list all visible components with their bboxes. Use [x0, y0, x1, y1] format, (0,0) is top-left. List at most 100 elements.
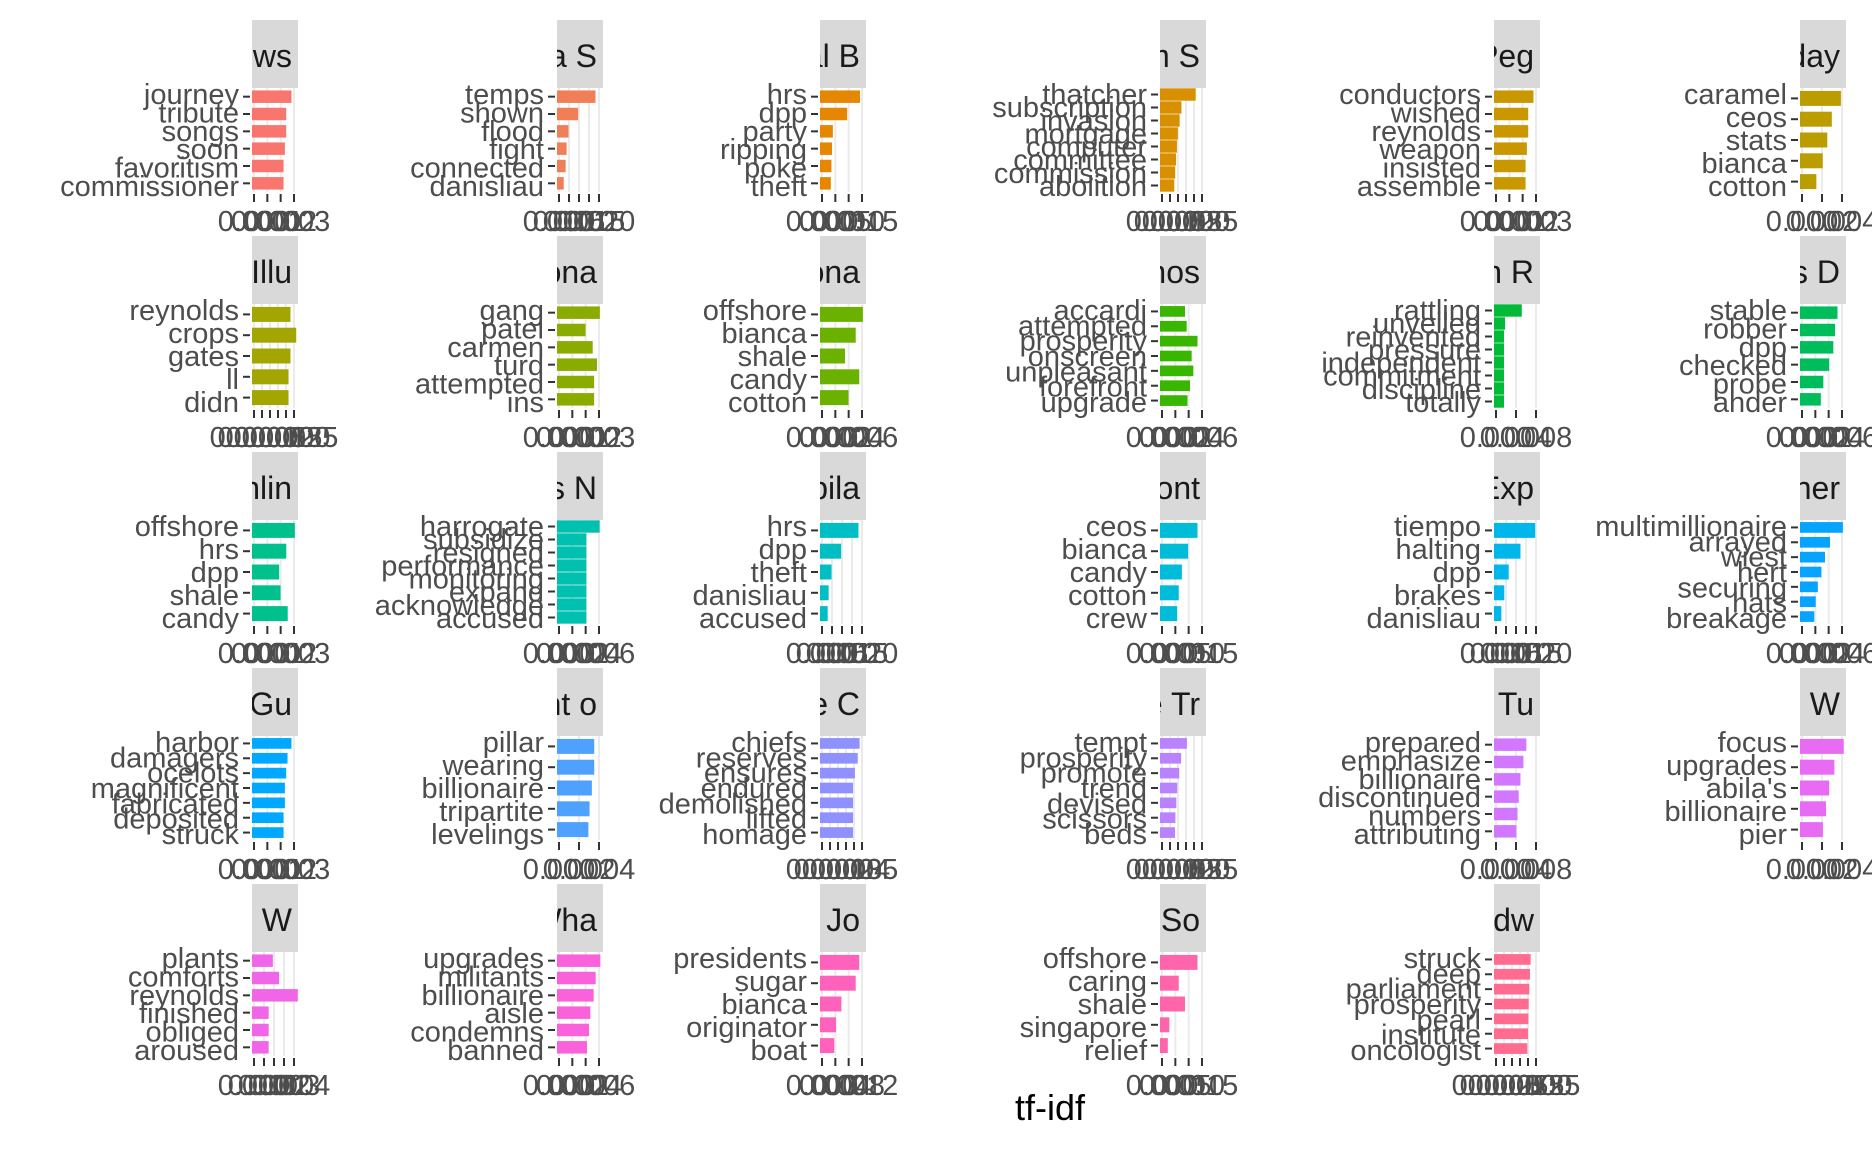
bar: [557, 306, 600, 319]
x-tick-label: 0.004: [818, 854, 891, 886]
x-tick-label: 0.004: [1480, 854, 1553, 886]
bar: [820, 369, 860, 385]
word-label: ocelots: [147, 758, 239, 790]
facet-strip-label: bila: [810, 470, 860, 506]
word-label: soon: [176, 134, 239, 166]
facet-panel: al B hrsdpppartyrippingpoketheft0.0000.00…: [720, 20, 898, 238]
x-tick-label: 0.000: [218, 854, 291, 886]
word-label: totally: [1405, 387, 1481, 419]
x-tick-label: 0.015: [1150, 854, 1223, 886]
bar: [252, 369, 289, 385]
x-tick-label: 0.002: [536, 1070, 609, 1102]
facet-panel: e Tu preparedemphasizebillionairedisconti…: [1318, 668, 1572, 886]
word-label: prepared: [1365, 727, 1481, 759]
bar: [1160, 996, 1185, 1012]
x-tick-label: 0.005: [1139, 1070, 1212, 1102]
word-label: attributing: [1354, 819, 1481, 851]
facet-panel: rldw struckdeepparliamentprosperitypearli…: [1346, 884, 1580, 1102]
word-label: mortgage: [1024, 118, 1147, 150]
bar: [557, 822, 589, 838]
bar: [820, 543, 842, 559]
bar: [1800, 341, 1834, 354]
word-label: performance: [381, 550, 544, 582]
facet-panel: m Sthatchersubscriptioninvasionmortgagec…: [992, 20, 1238, 238]
word-label: halting: [1396, 534, 1481, 566]
bar: [252, 606, 288, 622]
x-tick-label: 0.002: [1486, 206, 1559, 238]
bar: [1160, 320, 1187, 332]
bar: [1800, 358, 1830, 371]
x-tick-label: 0.001: [231, 206, 304, 238]
x-tick-label: 0.0015: [234, 422, 323, 454]
bar: [252, 1006, 269, 1019]
bar: [820, 159, 832, 173]
x-tick-label: 0.0005: [218, 422, 307, 454]
bar: [820, 177, 831, 190]
word-label: hert: [1737, 557, 1787, 589]
facet-strip: [1160, 20, 1206, 88]
x-tick-label: 0.005: [533, 206, 606, 238]
bar: [820, 827, 854, 838]
bar: [252, 327, 297, 343]
bar: [1494, 142, 1527, 155]
word-label: ins: [507, 387, 544, 419]
x-tick-label: 0.005: [796, 638, 869, 670]
x-tick-label: 0.000: [1126, 206, 1199, 238]
bar: [557, 611, 587, 624]
facet-panel: iona gangpatelcarmenturdattemptedins0.000…: [415, 236, 635, 454]
word-label: cotton: [1708, 171, 1787, 203]
word-label: reynolds: [1371, 116, 1481, 148]
word-label: conductors: [1339, 79, 1481, 111]
facet-strip: [820, 452, 866, 520]
x-tick-label: 0.008: [812, 1070, 885, 1102]
word-label: struck: [1404, 943, 1482, 975]
word-label: finished: [139, 998, 239, 1030]
x-tick-label: 0.0000: [1452, 1070, 1541, 1102]
x-tick-label: 0.001: [228, 1070, 301, 1102]
bar: [557, 1006, 591, 1019]
word-label: unpleasant: [1005, 356, 1147, 388]
facet-panel: e Gu harbordamagersocelotsmagnificentfabr…: [91, 668, 330, 886]
bar: [1800, 174, 1817, 190]
word-label: presidents: [673, 943, 807, 975]
bar: [1160, 1038, 1168, 1054]
facet-strip: [820, 236, 866, 304]
word-label: cotton: [1068, 580, 1147, 612]
x-tick-label: 0.003: [563, 422, 636, 454]
facet-strip-label: al B: [805, 38, 860, 74]
bar: [1160, 975, 1179, 991]
bar: [1160, 1017, 1170, 1033]
x-tick-label: 0.000: [218, 206, 291, 238]
bar: [820, 996, 842, 1012]
x-tick-label: 0.002: [536, 638, 609, 670]
word-label: flood: [481, 116, 544, 148]
word-label: wished: [1390, 97, 1481, 129]
bar: [1800, 759, 1835, 775]
word-label: commitment: [1323, 361, 1481, 393]
word-label: ahder: [1713, 387, 1788, 419]
x-tick-label: 0.005: [1134, 206, 1207, 238]
x-tick-label: 0.000: [523, 854, 596, 886]
bar: [820, 522, 859, 538]
x-tick-label: 0.002: [549, 422, 622, 454]
word-label: crops: [168, 318, 239, 350]
bar: [1494, 968, 1530, 980]
word-label: hats: [1732, 588, 1787, 620]
bar: [557, 971, 596, 985]
x-tick-label: 0.003: [1500, 206, 1573, 238]
bar: [252, 989, 298, 1002]
facet-panel: bilahrsdpptheftdanisliauaccused0.0000.00…: [693, 452, 898, 670]
word-label: multimillionaire: [1595, 511, 1787, 543]
x-tick-label: 0.008: [1500, 422, 1573, 454]
bar: [1800, 111, 1832, 127]
word-label: stable: [1710, 295, 1787, 327]
word-label: accused: [436, 603, 544, 635]
x-tick-label: 0.004: [799, 1070, 872, 1102]
word-label: danisliau: [430, 171, 544, 203]
word-label: crew: [1086, 603, 1148, 635]
word-label: wearing: [441, 750, 544, 782]
word-label: computer: [1026, 132, 1147, 164]
facet-strip-label: d Jo: [800, 902, 860, 938]
bar: [1160, 380, 1190, 392]
